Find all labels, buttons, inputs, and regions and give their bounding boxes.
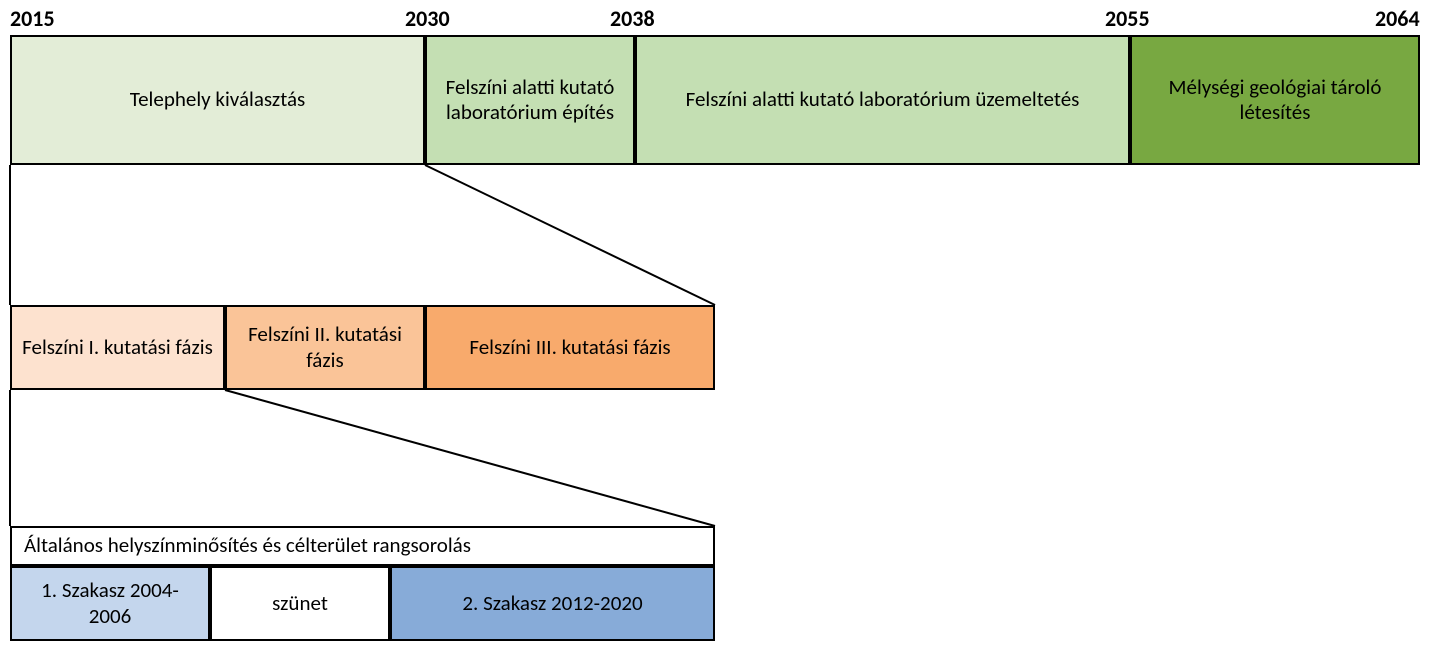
year-label: 2030: [405, 5, 450, 32]
phase-surface-2: Felszíni II. kutatási fázis: [225, 305, 425, 390]
phase-deep-repository: Mélységi geológiai tároló létesítés: [1130, 35, 1420, 165]
phase-lab-build: Felszíni alatti kutató laboratórium épít…: [425, 35, 635, 165]
year-label: 2038: [610, 5, 655, 32]
stage-2: 2. Szakasz 2012-2020: [390, 566, 715, 641]
phase-lab-operate: Felszíni alatti kutató laboratórium üzem…: [635, 35, 1130, 165]
row3-header: Általános helyszínminősítés és célterüle…: [10, 526, 715, 566]
year-label: 2055: [1105, 5, 1150, 32]
phase-surface-3: Felszíni III. kutatási fázis: [425, 305, 715, 390]
stage-pause: szünet: [210, 566, 390, 641]
stage-1: 1. Szakasz 2004-2006: [10, 566, 210, 641]
phase-surface-1: Felszíni I. kutatási fázis: [10, 305, 225, 390]
year-label: 2064: [1375, 5, 1420, 32]
year-label: 2015: [10, 5, 55, 32]
phase-site-selection: Telephely kiválasztás: [10, 35, 425, 165]
timeline-diagram: 2015 2030 2038 2055 2064 Telephely kivál…: [0, 0, 1430, 671]
